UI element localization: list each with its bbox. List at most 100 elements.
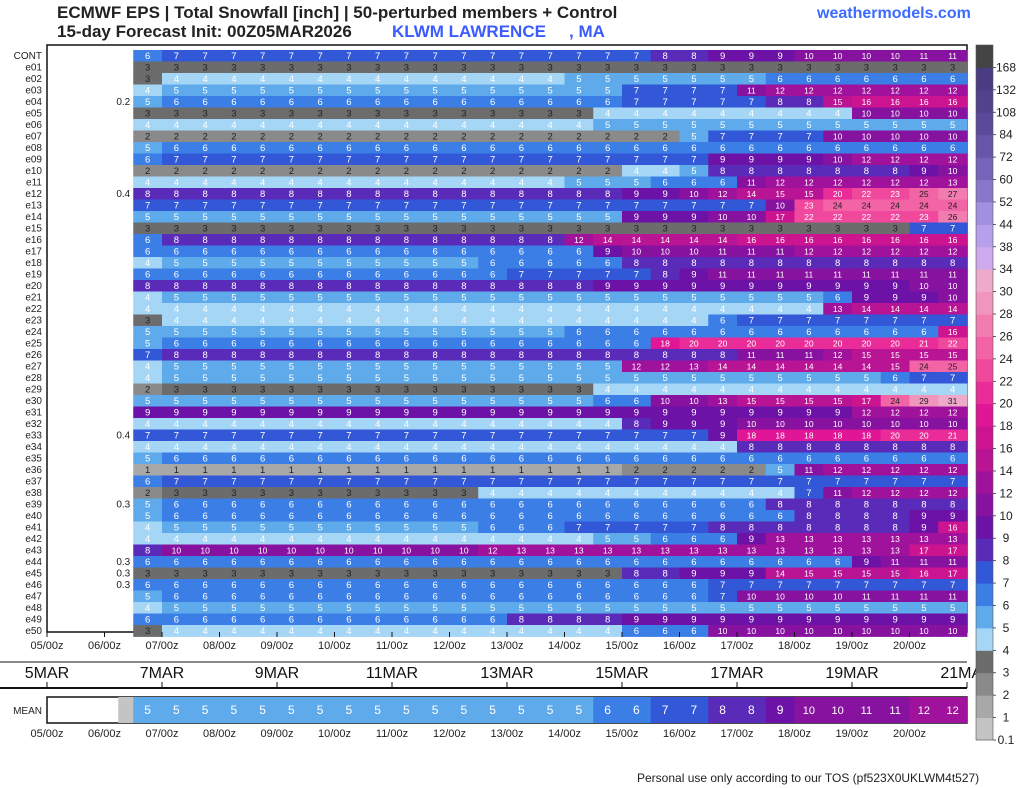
snowfall-cell <box>190 406 220 419</box>
snowfall-cell-label: 5 <box>174 396 179 407</box>
colorbar-label: 20 <box>999 397 1013 411</box>
snowfall-cell-label: 4 <box>375 304 380 315</box>
snowfall-cell-label: 4 <box>547 419 552 430</box>
snowfall-cell-label: 7 <box>202 431 207 442</box>
snowfall-cell-label: 16 <box>919 97 929 107</box>
snowfall-cell <box>190 303 220 315</box>
snowfall-cell-label: 8 <box>634 569 639 580</box>
snowfall-cell-label: 10 <box>200 546 210 556</box>
snowfall-cell <box>162 291 192 304</box>
snowfall-cell-label: 8 <box>519 281 524 292</box>
snowfall-cell-label: 9 <box>519 408 524 419</box>
snowfall-cell-label: 6 <box>634 339 639 350</box>
snowfall-cell-label: 6 <box>835 557 840 568</box>
snowfall-cell <box>305 303 335 315</box>
snowfall-cell-label: 4 <box>317 534 322 545</box>
snowfall-cell <box>219 349 249 361</box>
snowfall-cell-label: 6 <box>202 454 207 465</box>
brand-link[interactable]: weathermodels.com <box>817 5 971 22</box>
snowfall-cell-label: 6 <box>231 511 236 522</box>
snowfall-cell-label: 8 <box>317 235 322 246</box>
snowfall-cell <box>708 188 738 200</box>
snowfall-cell <box>248 268 278 281</box>
snowfall-cell-label: 6 <box>691 534 696 545</box>
snowfall-cell <box>650 349 680 361</box>
snowfall-cell-label: 11 <box>833 270 842 280</box>
snowfall-cell <box>708 165 738 177</box>
snowfall-cell <box>305 165 335 177</box>
snowfall-cell <box>564 395 594 407</box>
snowfall-cell-label: 5 <box>576 86 581 97</box>
snowfall-cell-label: 6 <box>662 534 667 545</box>
snowfall-cell-label: 5 <box>260 86 265 97</box>
snowfall-cell <box>248 142 278 154</box>
snowfall-cell-label: 3 <box>864 63 869 74</box>
snowfall-cell <box>938 406 968 419</box>
snowfall-cell-label: 5 <box>576 362 581 373</box>
snowfall-cell-label: 4 <box>576 442 581 453</box>
snowfall-cell <box>737 211 767 223</box>
snowfall-cell <box>794 406 824 419</box>
snowfall-cell-label: 4 <box>749 304 754 315</box>
snowfall-cell-label: 14 <box>775 569 785 579</box>
snowfall-cell-label: 9 <box>720 281 725 292</box>
snowfall-cell <box>564 188 594 200</box>
snowfall-cell <box>794 280 824 292</box>
snowfall-cell <box>305 130 335 143</box>
snowfall-cell-label: 6 <box>662 511 667 522</box>
snowfall-cell-label: 9 <box>662 281 667 292</box>
snowfall-cell <box>823 165 853 177</box>
snowfall-cell-label: 8 <box>864 500 869 511</box>
snowfall-cell-label: 4 <box>720 109 725 120</box>
snowfall-cell-label: 8 <box>404 189 409 200</box>
member-label: e33 <box>25 431 42 442</box>
snowfall-cell-label: 5 <box>145 511 150 522</box>
snowfall-cell-label: 9 <box>289 408 294 419</box>
snowfall-cell-label: 9 <box>720 431 725 442</box>
snowfall-cell <box>679 268 709 281</box>
snowfall-cell <box>794 245 824 258</box>
snowfall-cell-label: 7 <box>720 592 725 603</box>
snowfall-cell-label: 8 <box>921 258 926 269</box>
snowfall-cell-label: 3 <box>404 385 409 396</box>
snowfall-cell-label: 6 <box>174 339 179 350</box>
snowfall-cell-label: 6 <box>720 327 725 338</box>
snowfall-cell <box>449 211 479 223</box>
snowfall-cell-label: 10 <box>890 132 900 142</box>
snowfall-cell-label: 12 <box>804 178 814 188</box>
snowfall-cell <box>909 188 939 200</box>
snowfall-cell-label: 6 <box>461 454 466 465</box>
snowfall-cell <box>334 349 364 361</box>
snowfall-cell-label: 6 <box>576 339 581 350</box>
snowfall-cell <box>593 142 623 154</box>
snowfall-cell <box>765 268 795 281</box>
snowfall-cell <box>190 268 220 281</box>
snowfall-cell <box>219 268 249 281</box>
snowfall-cell-label: 12 <box>948 247 958 257</box>
snowfall-cell-label: 8 <box>145 189 150 200</box>
snowfall-cell-label: 5 <box>202 373 207 384</box>
snowfall-cell <box>277 211 307 223</box>
snowfall-cell-label: 4 <box>375 442 380 453</box>
snowfall-cell <box>478 337 508 350</box>
snowfall-cell <box>507 142 537 154</box>
snowfall-cell <box>765 280 795 292</box>
snowfall-cell-label: 12 <box>574 235 584 245</box>
snowfall-cell <box>938 165 968 177</box>
date-label: 5MAR <box>25 665 69 682</box>
snowfall-cell-label: 5 <box>174 327 179 338</box>
snowfall-cell <box>564 234 594 246</box>
member-label: e37 <box>25 477 42 488</box>
snowfall-cell <box>133 337 163 350</box>
snowfall-cell-label: 1 <box>576 465 581 476</box>
snowfall-cell-label: 9 <box>691 615 696 626</box>
snowfall-cell-label: 6 <box>346 580 351 591</box>
snowfall-cell-label: 5 <box>289 327 294 338</box>
snowfall-cell-label: 8 <box>289 281 294 292</box>
snowfall-cell-label: 23 <box>890 189 900 199</box>
snowfall-cell <box>737 199 767 212</box>
snowfall-cell <box>305 96 335 108</box>
snowfall-cell-label: 6 <box>260 500 265 511</box>
snowfall-cell <box>277 395 307 407</box>
snowfall-cell <box>852 337 882 350</box>
